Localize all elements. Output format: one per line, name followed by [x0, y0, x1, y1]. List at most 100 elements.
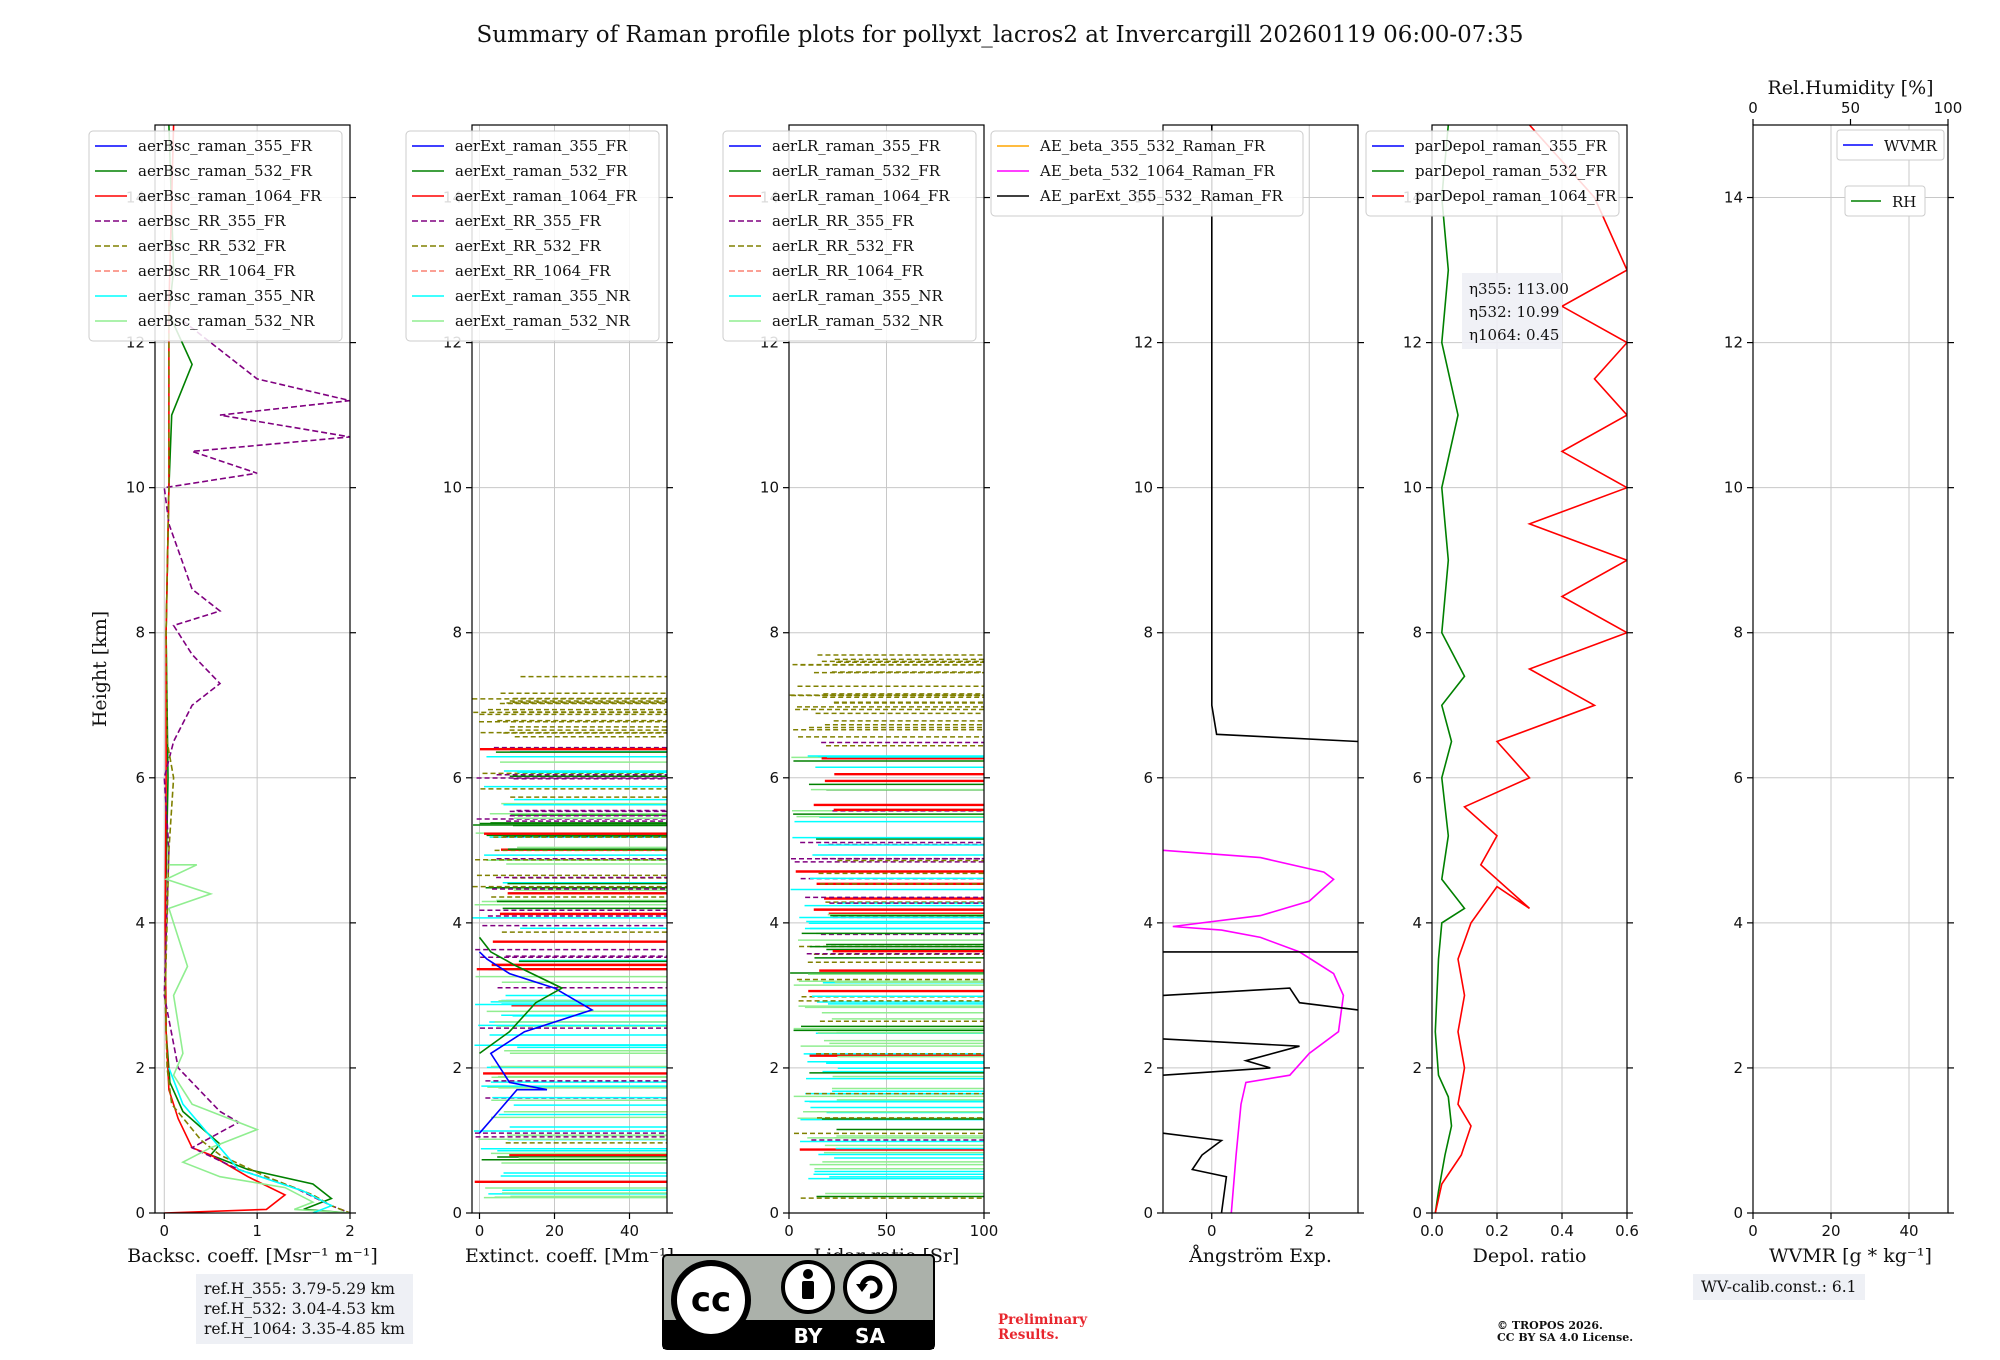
- series-AE_parExt_355_532_Raman_FR_e: [1211, 125, 1358, 743]
- xtick-label: 2: [1304, 1222, 1314, 1240]
- ytick-label: 6: [1143, 769, 1153, 787]
- legend-label: aerLR_RR_1064_FR: [772, 262, 924, 280]
- ytick-label: 8: [1412, 624, 1422, 642]
- eta-frame: [1462, 273, 1562, 349]
- eta-value: η355: 113.00: [1469, 280, 1569, 298]
- legend-label: aerExt_RR_355_FR: [455, 212, 602, 230]
- axes-frame: [1752, 124, 1949, 1214]
- top-xtick-label: 50: [1841, 99, 1860, 117]
- ytick-label: 12: [1134, 334, 1153, 352]
- legend-label: aerExt_raman_1064_FR: [455, 187, 637, 205]
- top-x-axis-label: Rel.Humidity [%]: [1767, 77, 1933, 99]
- ytick-label: 0: [452, 1204, 462, 1222]
- legend: aerLR_raman_355_FR aerLR_raman_532_FR aerL…: [722, 130, 977, 342]
- legend-label: aerBsc_raman_532_NR: [138, 312, 315, 330]
- ref-heights-box: ref.H_355: 3.79-5.29 km ref.H_532: 3.04-…: [196, 1274, 413, 1344]
- legend: aerExt_raman_355_FR aerExt_raman_532_FRae…: [405, 130, 660, 342]
- ytick-label: 8: [1143, 624, 1153, 642]
- ytick-label: 0: [1143, 1204, 1153, 1222]
- legend-label: aerExt_raman_355_NR: [455, 287, 631, 305]
- legend: aerBsc_raman_355_FR aerBsc_raman_532_FRae…: [88, 130, 343, 342]
- ytick-label: 2: [769, 1059, 779, 1077]
- copyright-line-1: © TROPOS 2026.: [1497, 1319, 1603, 1332]
- legend-label: aerBsc_RR_532_FR: [138, 237, 286, 255]
- ytick-label: 10: [126, 479, 145, 497]
- ytick-label: 14: [1724, 189, 1743, 207]
- cc-icon: [671, 1260, 751, 1340]
- legend-label: RH: [1892, 193, 1916, 211]
- cc-text: cc: [691, 1280, 731, 1320]
- wv-calib-box: WV-calib.const.: 6.1: [1693, 1274, 1865, 1300]
- ytick-label: 0: [769, 1204, 779, 1222]
- legend-label: AE_beta_355_532_Raman_FR: [1039, 137, 1266, 155]
- legend-frame: [722, 130, 977, 342]
- xtick-label: 0.6: [1615, 1222, 1639, 1240]
- series-parDepol_raman_532_FR: [1434, 125, 1466, 1213]
- legend-label: aerExt_raman_532_NR: [455, 312, 631, 330]
- xtick-label: 40: [620, 1222, 639, 1240]
- series-parDepol_raman_1064_FR: [1434, 125, 1627, 1213]
- legend-label: aerExt_raman_355_FR: [455, 137, 628, 155]
- ytick-label: 8: [452, 624, 462, 642]
- ytick-label: 10: [1134, 479, 1153, 497]
- ytick-label: 0: [135, 1204, 145, 1222]
- x-axis-label: Extinct. coeff. [Mm⁻¹]: [465, 1245, 674, 1267]
- legend-frame: [1365, 130, 1620, 217]
- xtick-label: 0.0: [1420, 1222, 1444, 1240]
- ytick-label: 6: [769, 769, 779, 787]
- ref-height-1064: ref.H_1064: 3.35-4.85 km: [204, 1320, 405, 1338]
- ytick-label: 8: [135, 624, 145, 642]
- top-xtick-label: 0: [1748, 99, 1758, 117]
- legend-label: aerExt_RR_532_FR: [455, 237, 602, 255]
- data-group: [789, 654, 984, 1199]
- series-aerBsc_raman_532_NR: [163, 863, 350, 1213]
- xtick-label: 20: [1821, 1222, 1840, 1240]
- ytick-label: 2: [1143, 1059, 1153, 1077]
- xtick-label: 50: [877, 1222, 896, 1240]
- ytick-label: 2: [1733, 1059, 1743, 1077]
- legend-label: aerLR_raman_1064_FR: [772, 187, 950, 205]
- axes-frame: [1431, 124, 1628, 1214]
- eta-value: η1064: 0.45: [1469, 326, 1559, 344]
- legend-frame: [990, 130, 1304, 217]
- xtick-label: 20: [545, 1222, 564, 1240]
- xtick-label: 1: [252, 1222, 262, 1240]
- legend-rh: RH: [1844, 185, 1926, 217]
- copyright-note: © TROPOS 2026. CC BY SA 4.0 License.: [1497, 1320, 1633, 1344]
- legend-label: aerLR_RR_355_FR: [772, 212, 914, 230]
- x-axis-label: Depol. ratio: [1473, 1245, 1587, 1267]
- eta-box: η355: 113.00 η532: 10.99 η1064: 0.45: [1462, 273, 1569, 349]
- ytick-label: 4: [1733, 914, 1743, 932]
- axes-frame: [154, 124, 351, 1214]
- ytick-label: 10: [1724, 479, 1743, 497]
- top-xtick-label: 100: [1934, 99, 1963, 117]
- legend-frame: [1836, 129, 1945, 161]
- x-axis-label: WVMR [g * kg⁻¹]: [1769, 1245, 1932, 1267]
- ytick-label: 6: [452, 769, 462, 787]
- legend-label: aerBsc_raman_355_NR: [138, 287, 315, 305]
- figure-title: Summary of Raman profile plots for polly…: [476, 22, 1524, 48]
- ref-height-532: ref.H_532: 3.04-4.53 km: [204, 1300, 395, 1318]
- preliminary-line-2: Results.: [998, 1327, 1059, 1343]
- xtick-label: 0: [784, 1222, 794, 1240]
- cc-by-sa-logo: cc BY SA: [662, 1254, 935, 1350]
- xtick-label: 0: [475, 1222, 485, 1240]
- legend-label: aerBsc_RR_355_FR: [138, 212, 286, 230]
- ytick-label: 10: [1403, 479, 1422, 497]
- data-group: [163, 125, 350, 1213]
- xtick-label: 0.4: [1550, 1222, 1574, 1240]
- legend-label: aerBsc_RR_1064_FR: [138, 262, 296, 280]
- legend-label: aerLR_raman_355_NR: [772, 287, 943, 305]
- ytick-label: 0: [1733, 1204, 1743, 1222]
- ytick-label: 4: [452, 914, 462, 932]
- by-label: BY: [794, 1324, 823, 1348]
- series-aerBsc_RR_355_FR: [163, 320, 350, 1213]
- ytick-label: 4: [135, 914, 145, 932]
- data-group: [1163, 125, 1358, 1213]
- panel-2: 0246810121402040Extinct. coeff. [Mm⁻¹]ae…: [405, 124, 674, 1267]
- series-aerExt_raman_532_FR: [478, 936, 564, 1055]
- xtick-label: 0: [1207, 1222, 1217, 1240]
- ytick-label: 10: [760, 479, 779, 497]
- legend-label: WVMR: [1884, 137, 1938, 155]
